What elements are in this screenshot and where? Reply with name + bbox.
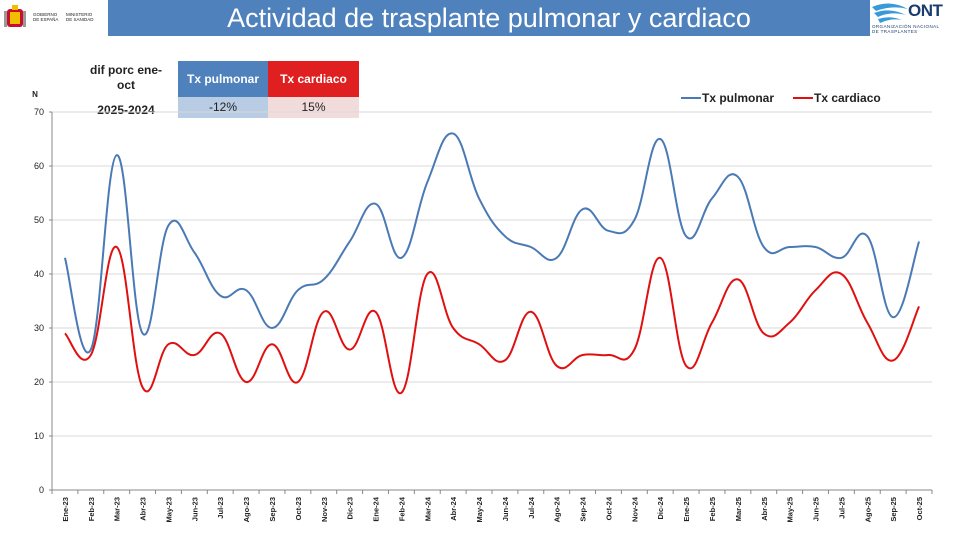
x-tick-labels: Ene-23 Feb-23 Mar-23 Abr-23 May-23 Jun-23 Jul-…	[51, 490, 933, 522]
x-tick-label: Oct-24	[604, 496, 613, 520]
x-tick-label: May-23	[164, 497, 173, 522]
summary-value-pulmonar: -12%	[178, 97, 268, 118]
summary-value-cardiaco: 15%	[268, 97, 359, 118]
gov-logo-text: GOBIERNO DE ESPAÑA	[33, 12, 59, 22]
x-tick-label: Dic-23	[346, 497, 355, 520]
x-tick-label: Feb-25	[708, 497, 717, 521]
x-tick-label: Mar-23	[113, 497, 122, 521]
ont-logo-text: ONT	[908, 1, 943, 20]
ont-wing-icon	[872, 3, 908, 23]
x-tick-label: Jun-23	[190, 497, 199, 521]
grid-lines	[52, 111, 932, 437]
x-tick-label: Abr-23	[139, 497, 148, 521]
x-tick-label: Ene-24	[372, 496, 381, 521]
legend: Tx pulmonar Tx cardiaco	[681, 91, 881, 105]
y-tick-label: 50	[34, 215, 44, 225]
x-tick-label: Jul-24	[527, 496, 536, 519]
x-tick-label: Jun-24	[501, 496, 510, 521]
x-tick-label: Ene-25	[682, 497, 691, 522]
x-tick-label: Sep-24	[579, 496, 588, 521]
summary-row-label: dif porc ene-oct	[89, 63, 162, 92]
legend-label-pulmonar: Tx pulmonar	[702, 91, 774, 105]
x-tick-label: Ene-23	[61, 497, 70, 522]
summary-header-cardiaco: Tx cardiaco	[268, 61, 359, 97]
x-tick-label: Sep-25	[889, 497, 898, 522]
y-tick-label: 60	[34, 161, 44, 171]
x-tick-label: Oct-25	[915, 497, 924, 520]
x-tick-label: May-24	[475, 496, 484, 522]
legend-label-cardiaco: Tx cardiaco	[814, 91, 881, 105]
x-tick-label: Nov-24	[630, 496, 639, 522]
ont-subtitle-line1: ORGANIZACIÓN NACIONAL	[872, 24, 940, 29]
x-tick-label: Feb-24	[397, 496, 406, 521]
x-tick-label: Sep-23	[268, 497, 277, 522]
x-tick-label: Ago-25	[863, 497, 872, 522]
x-tick-label: Jun-25	[812, 497, 821, 521]
points-cardiaco	[65, 247, 919, 393]
y-tick-labels: 0 10 20 30 40 50 60 70	[34, 107, 52, 495]
x-tick-label: Mar-24	[423, 496, 432, 521]
x-tick-label: Ago-23	[242, 497, 251, 522]
x-tick-label: Nov-23	[320, 497, 329, 522]
y-tick-label: 70	[34, 107, 44, 117]
series-lines	[63, 132, 921, 394]
ont-subtitle-line2: DE TRASPLANTES	[872, 29, 918, 34]
page-title: Actividad de trasplante pulmonar y cardi…	[227, 3, 751, 33]
y-tick-label: 10	[34, 431, 44, 441]
y-tick-label: 20	[34, 377, 44, 387]
y-axis-label: N	[32, 90, 38, 99]
x-tick-label: Dic-24	[656, 496, 665, 519]
x-tick-label: Jul-25	[837, 497, 846, 519]
y-tick-label: 40	[34, 269, 44, 279]
y-tick-label: 0	[39, 485, 44, 495]
summary-period: 2025-2024	[97, 103, 155, 117]
ministry-text: MINISTERIO DE SANIDAD	[66, 12, 94, 22]
header: GOBIERNO DE ESPAÑA MINISTERIO DE SANIDAD A…	[0, 0, 960, 36]
coat-of-arms-icon	[4, 5, 26, 27]
x-tick-label: Abr-25	[760, 497, 769, 521]
series-line-pulmonar	[63, 132, 921, 354]
x-tick-label: Abr-24	[449, 496, 458, 521]
x-tick-label: Oct-23	[294, 497, 303, 520]
x-tick-label: Feb-23	[87, 497, 96, 521]
series-line-cardiaco	[64, 245, 920, 394]
title-band	[108, 0, 870, 36]
chart-axes	[51, 112, 932, 491]
y-tick-label: 30	[34, 323, 44, 333]
x-tick-label: Ago-24	[553, 496, 562, 522]
x-tick-label: Jul-23	[216, 497, 225, 519]
x-tick-label: May-25	[786, 497, 795, 522]
x-tick-label: Mar-25	[734, 497, 743, 521]
summary-header-pulmonar: Tx pulmonar	[178, 61, 268, 97]
ont-logo: ONT ORGANIZACIÓN NACIONAL DE TRASPLANTES	[870, 0, 960, 36]
government-logo: GOBIERNO DE ESPAÑA MINISTERIO DE SANIDAD	[4, 3, 104, 33]
